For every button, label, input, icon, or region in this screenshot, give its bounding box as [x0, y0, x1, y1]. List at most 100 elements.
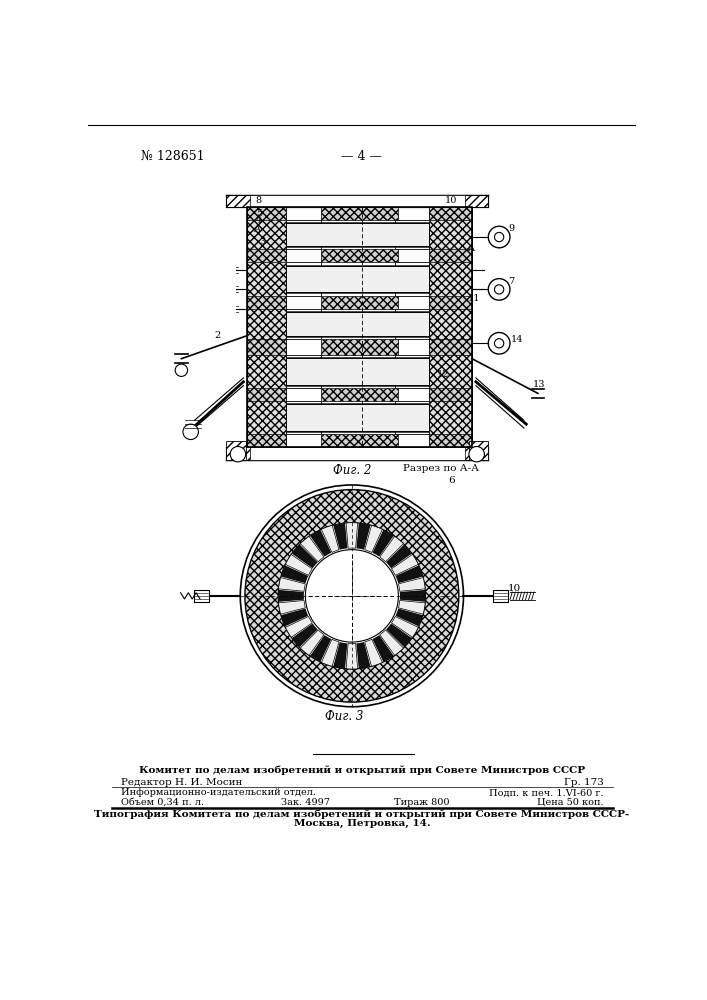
- Polygon shape: [194, 590, 209, 602]
- Polygon shape: [300, 630, 324, 655]
- Text: Гр. 173: Гр. 173: [564, 778, 604, 787]
- Bar: [247, 434, 286, 447]
- Text: Редактор Н. И. Мосин: Редактор Н. И. Мосин: [121, 778, 243, 787]
- Text: 9: 9: [508, 224, 515, 233]
- Bar: [429, 249, 472, 262]
- Polygon shape: [300, 536, 324, 562]
- Bar: [250, 195, 465, 207]
- Text: 5: 5: [256, 209, 262, 218]
- Bar: [286, 355, 321, 388]
- Circle shape: [183, 424, 199, 440]
- Polygon shape: [395, 608, 423, 626]
- Polygon shape: [356, 523, 370, 550]
- Bar: [286, 404, 429, 431]
- Polygon shape: [333, 523, 347, 550]
- Text: 7: 7: [508, 277, 515, 286]
- Polygon shape: [493, 590, 508, 602]
- Polygon shape: [386, 623, 412, 647]
- Text: 3: 3: [259, 237, 265, 246]
- Text: Информационно-издательский отдел.: Информационно-издательский отдел.: [121, 788, 316, 797]
- Bar: [286, 401, 321, 434]
- Polygon shape: [322, 639, 339, 666]
- Bar: [286, 220, 321, 249]
- Bar: [429, 388, 472, 401]
- Text: 6: 6: [448, 476, 455, 485]
- Bar: [286, 223, 429, 246]
- Polygon shape: [292, 544, 317, 568]
- Text: Тираж 800: Тираж 800: [394, 798, 450, 807]
- Circle shape: [230, 446, 246, 462]
- Polygon shape: [346, 523, 358, 548]
- Bar: [321, 339, 398, 355]
- Bar: [429, 207, 472, 447]
- Bar: [247, 207, 472, 447]
- Polygon shape: [392, 554, 419, 575]
- Text: № 128651: № 128651: [141, 150, 205, 163]
- Polygon shape: [279, 578, 305, 591]
- Bar: [321, 296, 398, 309]
- Bar: [247, 296, 286, 309]
- Polygon shape: [365, 639, 382, 666]
- Bar: [247, 249, 286, 262]
- Bar: [247, 207, 286, 220]
- Polygon shape: [373, 530, 394, 557]
- Bar: [395, 262, 429, 296]
- Text: A: A: [467, 244, 474, 253]
- Polygon shape: [386, 544, 412, 568]
- Bar: [395, 309, 429, 339]
- Circle shape: [494, 285, 504, 294]
- Circle shape: [245, 490, 459, 702]
- Bar: [226, 447, 489, 460]
- Polygon shape: [395, 565, 423, 583]
- Polygon shape: [398, 578, 425, 591]
- Bar: [247, 339, 286, 355]
- Polygon shape: [310, 635, 332, 662]
- Circle shape: [489, 226, 510, 248]
- Polygon shape: [398, 600, 425, 614]
- Bar: [247, 388, 286, 401]
- Bar: [286, 309, 321, 339]
- Polygon shape: [279, 590, 304, 602]
- Polygon shape: [286, 554, 312, 575]
- Circle shape: [279, 523, 426, 669]
- Bar: [247, 207, 286, 447]
- Text: Комитет по делам изобретений и открытий при Совете Министров СССР: Комитет по делам изобретений и открытий …: [139, 765, 585, 775]
- Bar: [469, 441, 489, 460]
- Text: 13: 13: [532, 380, 545, 389]
- Circle shape: [240, 485, 464, 707]
- Bar: [429, 434, 472, 447]
- Text: Цена 50 коп.: Цена 50 коп.: [537, 798, 604, 807]
- Polygon shape: [380, 536, 404, 562]
- Bar: [250, 447, 465, 460]
- Polygon shape: [373, 635, 394, 662]
- Text: Типография Комитета по делам изобретений и открытий при Совете Министров СССР-: Типография Комитета по делам изобретений…: [94, 809, 629, 819]
- Text: 4: 4: [256, 216, 262, 225]
- Polygon shape: [380, 630, 404, 655]
- Bar: [321, 249, 398, 262]
- Polygon shape: [365, 525, 382, 552]
- Bar: [429, 207, 472, 220]
- Circle shape: [469, 446, 484, 462]
- Text: Разрез по А-А: Разрез по А-А: [403, 464, 479, 473]
- Polygon shape: [292, 623, 317, 647]
- Bar: [226, 441, 246, 460]
- Text: Москва, Петровка, 14.: Москва, Петровка, 14.: [293, 819, 431, 828]
- Text: Фиг. 3: Фиг. 3: [325, 710, 363, 723]
- Bar: [395, 220, 429, 249]
- Polygon shape: [279, 600, 305, 614]
- Circle shape: [175, 364, 187, 376]
- Text: 11: 11: [468, 294, 481, 303]
- Polygon shape: [399, 590, 426, 602]
- Text: — 4 —: — 4 —: [341, 150, 382, 163]
- Bar: [321, 207, 398, 220]
- Bar: [321, 434, 398, 447]
- Text: Зак. 4997: Зак. 4997: [281, 798, 330, 807]
- Circle shape: [489, 333, 510, 354]
- Bar: [286, 312, 429, 336]
- Circle shape: [489, 279, 510, 300]
- Text: Подп. к печ. 1.VI-60 г.: Подп. к печ. 1.VI-60 г.: [489, 788, 604, 797]
- Text: 2: 2: [214, 331, 220, 340]
- Circle shape: [494, 339, 504, 348]
- Bar: [286, 358, 429, 385]
- Bar: [226, 195, 489, 207]
